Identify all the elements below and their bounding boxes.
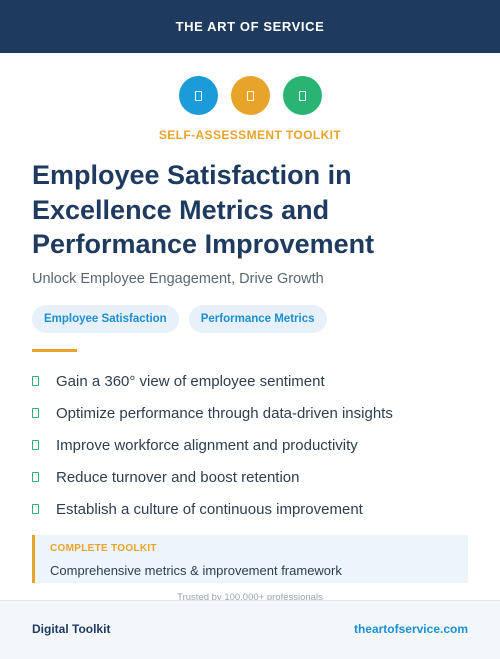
callout-text: Comprehensive metrics & improvement fram…	[50, 563, 342, 578]
benefit-item: Gain a 360° view of employee sentiment	[32, 365, 393, 397]
benefit-text: Establish a culture of continuous improv…	[56, 500, 363, 518]
document-icon	[282, 76, 322, 115]
document-icon	[178, 76, 218, 115]
check-icon	[32, 440, 39, 450]
benefit-text: Gain a 360° view of employee sentiment	[56, 372, 325, 390]
check-icon	[32, 504, 39, 514]
toolkit-callout: COMPLETE TOOLKIT Comprehensive metrics &…	[32, 535, 468, 583]
brand-name: THE ART OF SERVICE	[175, 19, 325, 34]
top-banner: THE ART OF SERVICE	[0, 0, 500, 53]
tag-employee-satisfaction: Employee Satisfaction	[32, 305, 179, 333]
check-icon	[32, 376, 39, 386]
benefit-item: Reduce turnover and boost retention	[32, 461, 393, 493]
subtitle: Unlock Employee Engagement, Drive Growth	[32, 271, 324, 287]
tag-performance-metrics: Performance Metrics	[188, 305, 327, 333]
accent-divider	[32, 349, 77, 352]
footer-label: Digital Toolkit	[32, 622, 111, 636]
benefit-item: Optimize performance through data-driven…	[32, 397, 393, 429]
footer: Digital Toolkit theartofservice.com	[0, 600, 500, 659]
benefit-item: Establish a culture of continuous improv…	[32, 493, 393, 525]
benefit-text: Reduce turnover and boost retention	[56, 468, 300, 486]
benefit-text: Improve workforce alignment and producti…	[56, 436, 358, 454]
document-icon	[230, 76, 270, 115]
eyebrow-label: SELF-ASSESSMENT TOOLKIT	[158, 128, 342, 142]
benefit-text: Optimize performance through data-driven…	[56, 404, 393, 422]
website-link[interactable]: theartofservice.com	[353, 622, 468, 636]
benefit-list: Gain a 360° view of employee sentiment O…	[32, 365, 393, 525]
tag-list: Employee Satisfaction Performance Metric…	[32, 305, 327, 333]
page-title: Employee Satisfaction in Excellence Metr…	[32, 160, 375, 259]
benefit-item: Improve workforce alignment and producti…	[32, 429, 393, 461]
check-icon	[32, 472, 39, 482]
check-icon	[32, 408, 39, 418]
trusted-note: Trusted by 100,000+ professionals	[177, 592, 323, 603]
icon-row	[0, 76, 500, 115]
callout-label: COMPLETE TOOLKIT	[50, 543, 157, 554]
